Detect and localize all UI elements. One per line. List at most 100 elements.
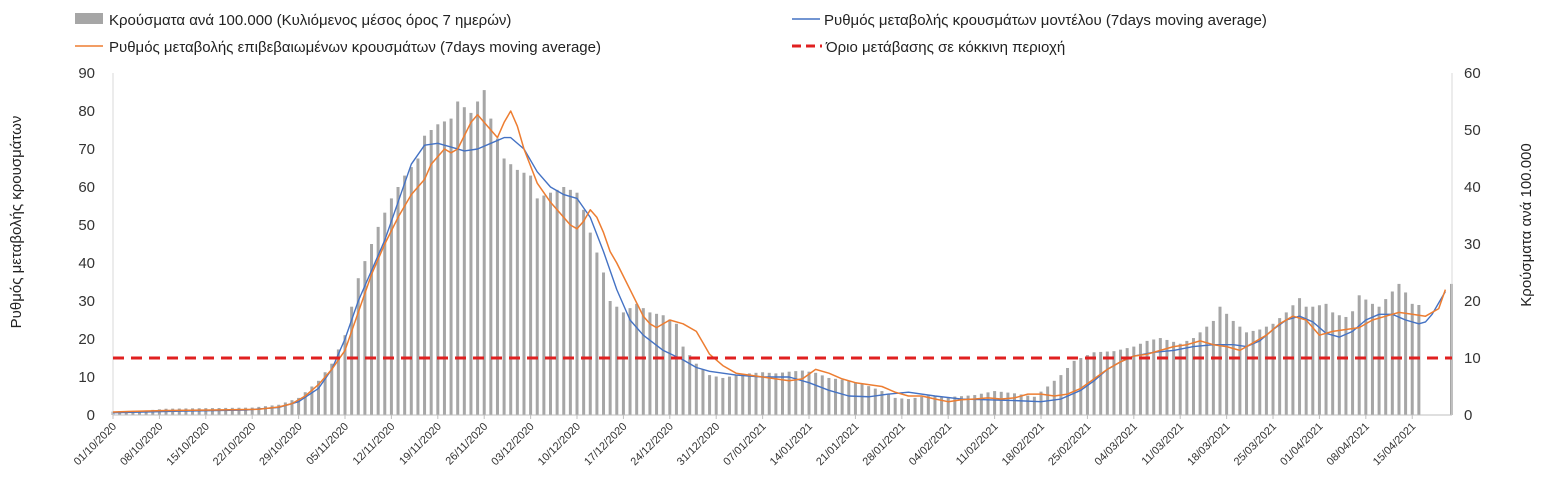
bar bbox=[1278, 318, 1282, 415]
bar bbox=[138, 410, 142, 415]
bar bbox=[1125, 348, 1129, 415]
bar bbox=[1404, 292, 1408, 415]
bar bbox=[688, 355, 692, 415]
bar bbox=[370, 244, 374, 415]
bar bbox=[210, 408, 214, 415]
x-tick-label: 31/12/2020 bbox=[675, 421, 722, 468]
bar bbox=[1105, 351, 1109, 415]
y-left-tick-label: 40 bbox=[78, 255, 95, 272]
bar bbox=[495, 138, 499, 416]
bar bbox=[1092, 352, 1096, 415]
y-left-tick-label: 80 bbox=[78, 103, 95, 120]
bar bbox=[1013, 393, 1016, 415]
bar bbox=[1271, 323, 1275, 415]
bar bbox=[588, 232, 592, 415]
x-tick-label: 11/03/2021 bbox=[1139, 421, 1186, 468]
bar bbox=[847, 380, 851, 415]
bar bbox=[708, 375, 712, 415]
y-right-tick-label: 40 bbox=[1464, 179, 1481, 196]
bar bbox=[1211, 320, 1215, 415]
x-tick-label: 04/02/2021 bbox=[907, 421, 954, 468]
y-right-tick-label: 50 bbox=[1464, 122, 1481, 139]
x-tick-label: 29/10/2020 bbox=[257, 421, 304, 468]
bar bbox=[946, 396, 950, 415]
bar bbox=[1205, 326, 1209, 415]
x-tick-label: 15/10/2020 bbox=[165, 421, 212, 468]
bar bbox=[469, 112, 473, 416]
bar bbox=[1384, 299, 1388, 415]
bar bbox=[303, 392, 307, 415]
bar bbox=[489, 118, 493, 415]
bar bbox=[1264, 326, 1268, 415]
bar bbox=[1311, 306, 1315, 415]
bar bbox=[144, 410, 148, 415]
bar bbox=[1032, 396, 1036, 415]
y-right-tick-label: 60 bbox=[1464, 65, 1481, 82]
x-tick-label: 07/01/2021 bbox=[721, 421, 768, 468]
bar bbox=[1251, 330, 1255, 415]
bar bbox=[1178, 343, 1182, 415]
bar bbox=[1039, 391, 1043, 415]
bar bbox=[1231, 320, 1235, 415]
y-right-ticks: 0 10 20 30 40 50 60 bbox=[1464, 65, 1481, 424]
bar bbox=[1284, 312, 1288, 415]
bar bbox=[356, 278, 360, 415]
legend-item-threshold[interactable]: Όριο μετάβασης σε κόκκινη περιοχή bbox=[792, 39, 1065, 56]
bar bbox=[1052, 380, 1056, 415]
bar bbox=[509, 164, 513, 415]
y-left-tick-label: 20 bbox=[78, 331, 95, 348]
bar bbox=[860, 383, 864, 415]
bar bbox=[1112, 351, 1116, 415]
x-tick-label: 03/12/2020 bbox=[489, 421, 536, 468]
x-tick-label: 10/12/2020 bbox=[536, 421, 583, 468]
bar bbox=[330, 363, 334, 415]
bar bbox=[217, 408, 221, 415]
bar bbox=[1138, 343, 1142, 415]
y-left-tick-label: 10 bbox=[78, 369, 95, 386]
bar bbox=[283, 402, 287, 415]
legend-item-bars[interactable]: Κρούσματα ανά 100.000 (Κυλιόμενος μέσος … bbox=[75, 12, 511, 29]
bar bbox=[1344, 316, 1348, 415]
bar bbox=[893, 397, 897, 415]
x-tick-label: 05/11/2020 bbox=[304, 421, 351, 468]
bar bbox=[1132, 346, 1136, 415]
bar bbox=[290, 400, 294, 415]
bar bbox=[834, 378, 838, 415]
bar bbox=[1377, 306, 1381, 415]
bar bbox=[1191, 338, 1195, 415]
bar bbox=[953, 396, 957, 415]
bar bbox=[827, 377, 831, 415]
y-left-ticks: 0 10 20 30 40 50 60 70 80 90 bbox=[78, 65, 95, 424]
x-tick-label: 24/12/2020 bbox=[629, 421, 676, 468]
bar bbox=[867, 386, 871, 415]
line-series bbox=[112, 110, 1452, 414]
bar bbox=[774, 373, 778, 415]
bar bbox=[1066, 367, 1070, 415]
bar bbox=[721, 377, 725, 415]
bar bbox=[316, 380, 320, 415]
bar bbox=[204, 408, 208, 415]
legend-item-confirmed[interactable]: Ρυθμός μεταβολής επιβεβαιωμένων κρουσμάτ… bbox=[75, 39, 601, 56]
bar bbox=[887, 394, 891, 415]
bar bbox=[522, 172, 526, 415]
bar bbox=[979, 393, 983, 415]
bar bbox=[615, 306, 619, 415]
bar bbox=[694, 363, 698, 415]
legend-item-model[interactable]: Ρυθμός μεταβολής κρουσμάτων μοντέλου (7d… bbox=[792, 12, 1267, 29]
x-tick-label: 08/10/2020 bbox=[118, 421, 165, 468]
bar bbox=[608, 301, 612, 415]
bar bbox=[529, 175, 533, 415]
bar bbox=[661, 315, 665, 415]
bar bbox=[674, 323, 678, 415]
bar bbox=[237, 407, 241, 415]
bar bbox=[880, 391, 884, 415]
bar bbox=[1006, 392, 1010, 415]
bar bbox=[628, 308, 632, 416]
bar bbox=[1019, 394, 1023, 415]
bar bbox=[807, 371, 811, 415]
bar bbox=[602, 272, 606, 415]
bar bbox=[1079, 358, 1083, 415]
bar bbox=[1152, 339, 1156, 415]
bar bbox=[986, 392, 990, 415]
